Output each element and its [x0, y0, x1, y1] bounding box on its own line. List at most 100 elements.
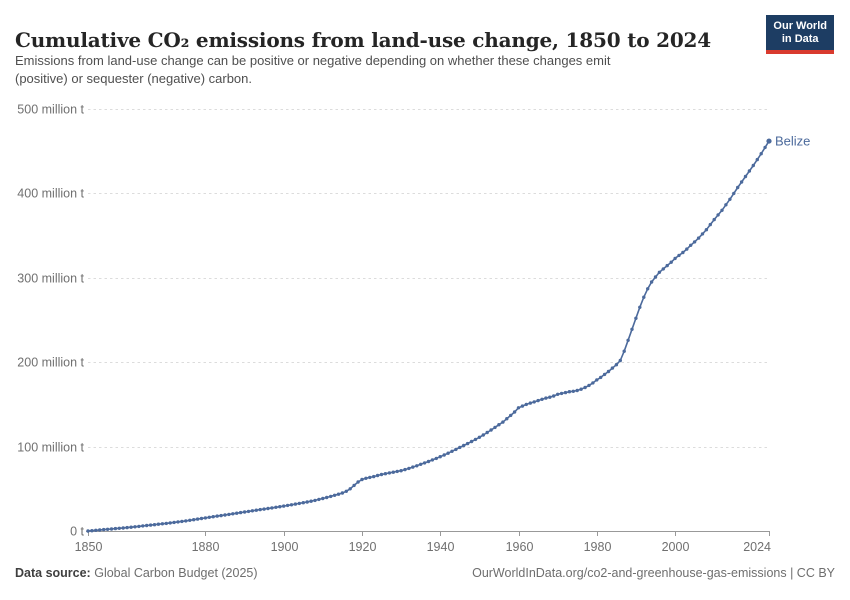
data-point [207, 515, 211, 519]
data-point [305, 500, 309, 504]
data-point [274, 505, 278, 509]
data-point [669, 260, 673, 264]
data-point [411, 465, 415, 469]
data-point [497, 423, 501, 427]
chart-footer: Data source: Global Carbon Budget (2025)… [15, 566, 835, 580]
data-point [278, 505, 282, 509]
data-point [708, 222, 712, 227]
data-point [348, 487, 352, 491]
data-point [501, 420, 505, 424]
data-point [548, 395, 552, 399]
data-point [747, 169, 752, 173]
data-point [105, 527, 110, 531]
data-point [677, 253, 681, 258]
data-point [524, 402, 528, 407]
data-point [419, 462, 423, 466]
data-point [626, 338, 630, 342]
data-point [696, 236, 701, 240]
data-point [653, 275, 658, 279]
logo-line-1: Our World [773, 20, 827, 32]
data-point [595, 378, 599, 382]
y-tick-label: 200 million t [17, 356, 84, 370]
data-point [309, 499, 313, 503]
data-point [477, 435, 482, 439]
series-end-label: Belize [775, 134, 810, 149]
data-point [724, 203, 728, 207]
data-point [614, 363, 619, 367]
data-point [133, 525, 137, 529]
data-point [372, 474, 376, 479]
data-point [606, 369, 611, 374]
data-point [223, 513, 227, 517]
data-point [176, 520, 180, 524]
subtitle-line-1: Emissions from land-use change can be po… [15, 53, 611, 68]
data-point [270, 506, 274, 510]
y-gridlines: 0 t 100 million t 200 million t 300 million… [17, 103, 770, 539]
data-point [755, 157, 759, 162]
data-point [763, 145, 767, 150]
data-point [211, 515, 215, 519]
data-point [356, 480, 360, 484]
x-tick-label: 1980 [584, 540, 612, 554]
data-point [152, 523, 157, 527]
data-point [454, 447, 458, 452]
data-point [630, 327, 634, 331]
x-tick-label: 1900 [271, 540, 299, 554]
data-point [473, 437, 478, 442]
data-point [168, 521, 172, 525]
data-point [192, 518, 196, 522]
data-point [743, 174, 748, 179]
data-point [422, 461, 427, 465]
owid-logo[interactable]: Our World in Data [766, 15, 834, 54]
data-point [509, 413, 513, 418]
y-tick-label: 500 million t [17, 103, 84, 117]
data-point [301, 501, 305, 505]
data-point [215, 514, 219, 518]
data-point [505, 417, 509, 421]
data-point [563, 390, 568, 395]
data-point [98, 528, 102, 532]
data-point [258, 507, 262, 512]
data-point [219, 513, 223, 518]
last-data-point [766, 138, 772, 144]
data-point [231, 512, 235, 516]
data-point [148, 523, 153, 527]
x-tick-label: 1960 [506, 540, 534, 554]
data-point [450, 449, 454, 453]
data-point [638, 305, 642, 309]
data-point [516, 406, 521, 410]
data-point [552, 394, 556, 398]
data-point [332, 493, 337, 497]
data-point [297, 501, 301, 506]
x-tick-label: 2000 [662, 540, 690, 554]
data-point [262, 507, 266, 511]
belize-points [86, 139, 771, 533]
y-tick-label: 400 million t [17, 187, 84, 201]
data-source-label: Data source: [15, 566, 91, 580]
data-point [528, 401, 532, 405]
data-point [622, 349, 626, 353]
data-point [336, 492, 341, 496]
data-point [520, 404, 525, 408]
data-point [395, 469, 399, 474]
data-point [716, 213, 720, 217]
data-source-value: Global Carbon Budget (2025) [94, 566, 258, 580]
x-tick-label: 1920 [349, 540, 377, 554]
data-point [246, 509, 251, 514]
x-tick-label: 2024 [743, 540, 771, 554]
data-point [759, 152, 763, 156]
data-point [266, 506, 270, 511]
data-point [375, 473, 380, 478]
data-point [458, 445, 462, 450]
data-point [426, 459, 431, 464]
data-point [117, 526, 122, 530]
data-point [289, 503, 294, 507]
data-point [599, 375, 603, 380]
data-point [282, 504, 286, 508]
data-point [329, 494, 333, 499]
attribution-link[interactable]: OurWorldInData.org/co2-and-greenhouse-ga… [472, 566, 835, 580]
data-point [700, 232, 705, 236]
data-point [368, 475, 372, 480]
data-point [407, 466, 411, 471]
data-point [86, 529, 90, 533]
